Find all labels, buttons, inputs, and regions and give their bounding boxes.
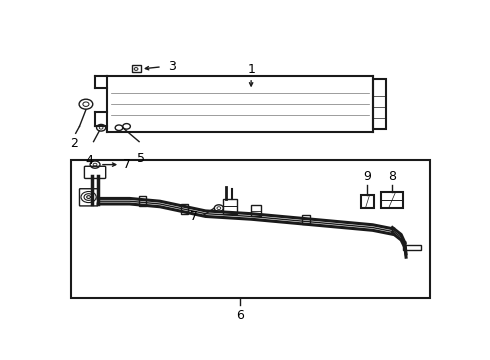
Bar [131, 66, 141, 72]
Text: 1: 1 [247, 63, 255, 76]
Text: 6: 6 [236, 309, 244, 322]
Bar [181, 204, 188, 214]
Bar [251, 205, 261, 216]
Bar [140, 196, 147, 206]
Text: 2: 2 [71, 138, 78, 150]
Text: 7: 7 [190, 210, 198, 223]
Text: 5: 5 [137, 152, 145, 165]
Bar [361, 195, 374, 208]
Bar [71, 159, 430, 298]
Bar [381, 192, 403, 208]
Text: 4: 4 [86, 154, 94, 167]
Text: 8: 8 [389, 170, 396, 183]
Text: 7: 7 [123, 158, 131, 171]
Bar [222, 199, 237, 214]
Text: 3: 3 [168, 60, 175, 73]
Bar [302, 215, 310, 224]
Bar [372, 79, 386, 129]
Text: 9: 9 [364, 170, 371, 183]
Bar [403, 245, 421, 250]
